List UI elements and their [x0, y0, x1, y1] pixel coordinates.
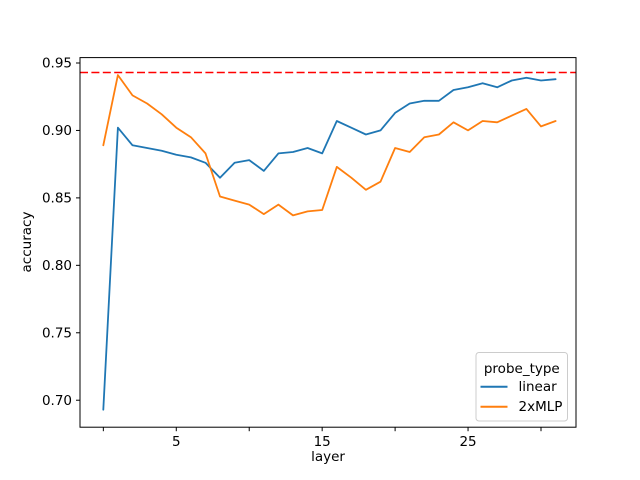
plot-area: 5 15 25 0.70 0.75 0.80 0.85 0.90 0.95 [42, 56, 577, 450]
y-axis-label: accuracy [19, 212, 35, 273]
y-tick-label: 0.80 [42, 258, 72, 274]
legend-box [475, 352, 568, 422]
series-line-2xMLP [102, 74, 557, 217]
legend: probe_type linear 2xMLP [475, 352, 568, 422]
x-axis-label: layer [311, 449, 345, 465]
y-tick-label: 0.85 [42, 191, 72, 207]
y-tick-label: 0.90 [42, 123, 72, 139]
x-tick-label: 25 [459, 434, 476, 450]
y-tick-label: 0.70 [42, 393, 72, 409]
y-tick-label: 0.75 [42, 325, 72, 341]
legend-title: probe_type [484, 361, 560, 377]
x-tick-label: 5 [172, 434, 181, 450]
axes-spines [79, 57, 577, 428]
legend-label-2xmlp: 2xMLP [519, 399, 563, 415]
y-tick-label: 0.95 [42, 56, 72, 72]
series-line-linear [102, 76, 557, 411]
legend-label-linear: linear [519, 379, 558, 395]
x-tick-label: 15 [314, 434, 331, 450]
